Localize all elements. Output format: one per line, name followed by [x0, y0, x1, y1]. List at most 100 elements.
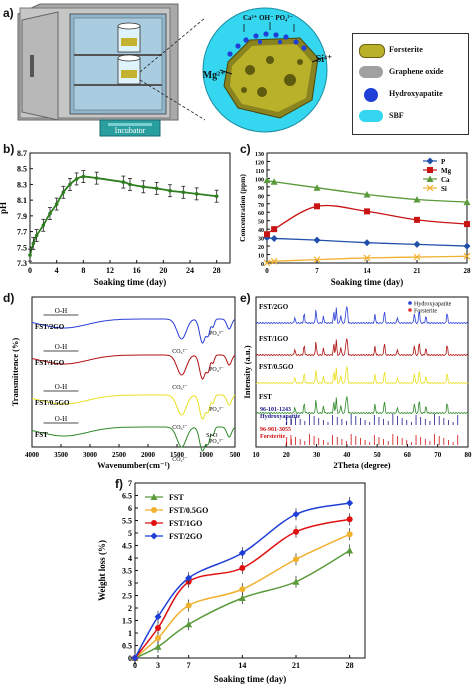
- y-tick-label: 100: [255, 177, 264, 183]
- ph-point: [154, 186, 159, 191]
- hydroxyapatite-label: Hydroxyapatite: [389, 89, 443, 98]
- y-tick-label: 110: [255, 169, 264, 175]
- chart-b-ph: 0 4 8 12 16 20 24 28 7.3 7.5 7.7 7.9 8.1 8.3 8.5 8.7 Soa…: [0, 149, 231, 287]
- legend-marker-Hydroxyapatite: [408, 301, 412, 305]
- y-tick-label: 7: [128, 479, 132, 488]
- ph-point: [34, 233, 39, 238]
- ph-point: [94, 176, 99, 180]
- y-tick-label: 30: [258, 237, 264, 243]
- spectrum-label-FST/1GO: FST/1GO: [35, 359, 65, 367]
- ph-point: [214, 194, 219, 199]
- y-tick-label: 2.5: [122, 592, 132, 601]
- sio-annotation: Si-O: [206, 433, 218, 439]
- co3-annotation: CO₃²⁻: [172, 457, 187, 463]
- weight-loss-point-FST/2GO: [238, 549, 246, 557]
- ph-point: [48, 211, 52, 216]
- legend-label-Ca: Ca: [441, 176, 450, 184]
- x-tick-label: 3500: [54, 451, 69, 459]
- ph-point: [81, 174, 86, 179]
- ph-point: [74, 177, 79, 181]
- x-tick-label: 80: [465, 451, 473, 459]
- y-tick-label: 7.5: [17, 243, 27, 252]
- legend-label-Forsterite: Forsterite: [414, 309, 437, 315]
- plot-frame: [31, 296, 236, 448]
- co3-annotation: CO₃²⁻: [172, 349, 187, 355]
- y-tick-label: 8.7: [17, 149, 27, 158]
- x-tick-label: 50: [374, 451, 382, 459]
- x-axis-label: Soaking time (day): [214, 674, 287, 684]
- x-axis-label: Soaking time (day): [331, 277, 404, 287]
- legend-marker-FST: [150, 493, 158, 500]
- y-axis-label: Weight loss (%): [97, 540, 107, 601]
- conc-point-Ca: [270, 178, 278, 185]
- po4-annotation: PO₄³⁻: [209, 439, 224, 445]
- y-tick-label: 8.1: [17, 196, 27, 205]
- y-tick-label: 70: [258, 203, 264, 209]
- legend-label-FST/1GO: FST/1GO: [169, 519, 202, 528]
- y-tick-label: 3.5: [122, 567, 132, 576]
- conc-point-Mg: [414, 216, 420, 223]
- x-tick-label: 70: [434, 451, 442, 459]
- y-tick-label: 2: [128, 604, 132, 613]
- ph-point: [121, 180, 126, 184]
- weight-loss-point-FST: [346, 547, 354, 554]
- panel-a-legend: Forsterite Graphene oxide Hydroxyapatite…: [352, 33, 469, 135]
- ph-point: [181, 190, 186, 195]
- x-tick-label: 60: [404, 451, 412, 459]
- conc-point-Si: [363, 254, 371, 262]
- weight-loss-point-FST/2GO: [346, 499, 354, 507]
- y-tick-label: 8.5: [17, 165, 27, 174]
- y-tick-label: 80: [258, 194, 264, 200]
- panel-label-d: d): [3, 291, 15, 305]
- y-tick-label: 3: [128, 579, 132, 588]
- weight-loss-point-FST/0.5GO: [239, 586, 246, 593]
- conc-point-Mg: [271, 226, 278, 233]
- ftir-spectrum-FST/2GO: [31, 318, 236, 344]
- graphene-oxide-label: Graphene oxide: [389, 67, 444, 76]
- oh-annotation: O-H: [55, 343, 67, 351]
- y-tick-label: 50: [258, 220, 264, 226]
- y-tick-label: 40: [258, 228, 264, 234]
- weight-loss-point-FST/0.5GO: [155, 635, 161, 641]
- legend-label-FST/2GO: FST/2GO: [169, 532, 202, 541]
- legend-label-Hydroxyapatite: Hydroxyapatite: [414, 302, 452, 308]
- oh-annotation: O-H: [55, 383, 67, 391]
- y-tick-label: 8.3: [17, 180, 27, 189]
- weight-loss-point-FST/1GO: [239, 565, 246, 571]
- conc-point-Mg: [464, 221, 470, 228]
- weight-loss-point-FST: [292, 578, 300, 585]
- x-tick-label: 20: [159, 266, 167, 275]
- conc-point-Ca: [363, 190, 371, 198]
- y-tick-label: 10: [258, 254, 264, 260]
- y-tick-label: 7.9: [17, 212, 27, 221]
- panel-label-b: b): [3, 142, 15, 156]
- x-tick-label: 0: [133, 661, 137, 670]
- pattern-label-FST/1GO: FST/1GO: [259, 335, 289, 343]
- sbf-label: SBF: [389, 111, 404, 120]
- oh-annotation: O-H: [55, 307, 67, 315]
- y-tick-label: 7.3: [17, 259, 27, 268]
- x-axis-label: Wavenumber(cm⁻¹): [97, 460, 170, 470]
- chart-f-weight-loss: 0 3 7 14 21 28 0 0.5 1 1.5 2 2.5 3 3.5 4 4.5 5 5.5 6 6.5 7 So…: [97, 479, 366, 684]
- ref-name-0: Hydroxyapatite: [260, 414, 301, 420]
- xrd-pattern-FST: [255, 396, 469, 415]
- conc-point-Si: [263, 259, 271, 267]
- y-axis-label: Intensity (a.u.): [242, 345, 252, 398]
- weight-loss-point-FST/1GO: [346, 516, 353, 523]
- conc-line-Ca: [266, 179, 468, 203]
- y-tick-label: 1.5: [122, 617, 132, 626]
- forsterite-label: Forsterite: [389, 45, 423, 54]
- ph-point: [194, 192, 199, 196]
- x-tick-label: 4: [55, 266, 59, 275]
- ph-point: [31, 241, 36, 246]
- chart-c-concentration: 0 7 14 21 28 0 10 20 30 40 50 60 70 80 90 100 110 120 130 S…: [238, 152, 471, 287]
- panel-label-f: f): [115, 477, 123, 491]
- x-tick-label: 20: [283, 451, 291, 459]
- legend-label-Si: Si: [441, 185, 447, 193]
- x-tick-label: 1500: [170, 451, 185, 459]
- co3-annotation: CO₃²⁻: [172, 425, 187, 431]
- weight-loss-point-FST/0.5GO: [346, 531, 353, 538]
- x-tick-label: 7: [187, 661, 191, 670]
- plot-frame: [29, 152, 231, 264]
- incubator-illustration: [17, 3, 206, 137]
